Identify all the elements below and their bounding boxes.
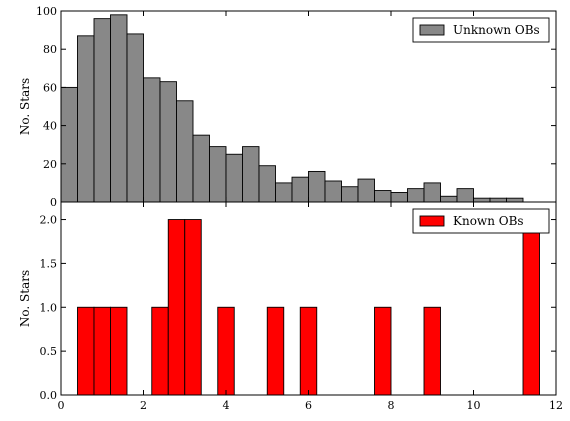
legend: Known OBs bbox=[412, 208, 550, 234]
histogram-bar bbox=[126, 33, 144, 203]
histogram-bar bbox=[506, 197, 524, 203]
y-tick-label: 1.5 bbox=[40, 257, 58, 270]
histogram-bar bbox=[374, 306, 392, 396]
legend-box bbox=[412, 17, 550, 43]
histogram-bar bbox=[522, 219, 540, 396]
y-axis-label: No. Stars bbox=[18, 78, 32, 135]
histogram-bar bbox=[423, 182, 441, 203]
histogram-bar bbox=[423, 306, 441, 396]
y-tick-label: 0.5 bbox=[40, 345, 58, 358]
histogram-bar bbox=[489, 197, 507, 203]
histogram-bar bbox=[308, 170, 326, 203]
histogram-bar bbox=[242, 146, 260, 203]
histogram-bar bbox=[357, 178, 375, 203]
histogram-bar bbox=[299, 306, 318, 396]
top-panel: 0 20 40 60 80 100 No. Stars Unknown OBs bbox=[18, 5, 557, 209]
y-tick-label: 100 bbox=[36, 5, 57, 18]
histogram-bar bbox=[217, 306, 235, 396]
histogram-bar bbox=[151, 306, 169, 396]
histogram-bar bbox=[440, 195, 458, 203]
histogram-bar bbox=[291, 176, 309, 203]
legend-label: Known OBs bbox=[453, 214, 524, 228]
histogram-bar bbox=[184, 219, 202, 396]
histogram-bar bbox=[407, 188, 425, 203]
histogram-bar bbox=[456, 188, 474, 203]
y-tick-label: 0 bbox=[50, 196, 57, 209]
y-tick-label: 60 bbox=[43, 81, 57, 94]
y-tick-label: 40 bbox=[43, 120, 57, 133]
histogram-bar bbox=[93, 306, 111, 396]
y-tick-label: 80 bbox=[43, 43, 57, 56]
x-tick-label: 0 bbox=[58, 399, 65, 412]
histogram-bar bbox=[167, 219, 186, 396]
histogram-bar bbox=[225, 153, 243, 203]
histogram-bar bbox=[324, 180, 342, 203]
legend-swatch bbox=[419, 24, 445, 36]
histogram-bar bbox=[275, 182, 293, 203]
histogram-bar bbox=[341, 186, 359, 203]
x-tick-label: 12 bbox=[549, 399, 563, 412]
histogram-bar bbox=[159, 81, 177, 203]
x-tick-label: 2 bbox=[140, 399, 147, 412]
histogram-bar bbox=[60, 86, 78, 203]
y-axis-label: No. Stars bbox=[18, 270, 32, 327]
histogram-bar bbox=[77, 35, 95, 203]
x-tick-label: 4 bbox=[223, 399, 230, 412]
legend-label: Unknown OBs bbox=[453, 23, 540, 37]
histogram-bar bbox=[110, 14, 128, 203]
histogram-bar bbox=[266, 306, 285, 396]
bottom-panel: 0 2 4 6 8 10 12 0.0 0.5 1.0 1.5 2.0 No. Stars Known O… bbox=[18, 201, 563, 412]
histogram-bar bbox=[93, 18, 111, 203]
histogram-bar bbox=[77, 306, 95, 396]
histogram-bar bbox=[143, 77, 161, 203]
histogram-bar bbox=[209, 146, 227, 203]
histogram-bar bbox=[390, 191, 408, 203]
x-tick-label: 6 bbox=[305, 399, 312, 412]
y-tick-label: 20 bbox=[43, 158, 57, 171]
legend-swatch bbox=[419, 215, 445, 227]
histogram-bar bbox=[110, 306, 128, 396]
histogram-bar bbox=[374, 190, 392, 203]
legend: Unknown OBs bbox=[412, 17, 550, 43]
histogram-bar bbox=[258, 165, 276, 203]
y-tick-label: 2.0 bbox=[40, 214, 58, 227]
x-tick-label: 8 bbox=[388, 399, 395, 412]
histogram-bar bbox=[176, 100, 194, 203]
y-tick-label: 0.0 bbox=[40, 389, 58, 402]
histogram-bar bbox=[192, 134, 210, 203]
y-tick-label: 1.0 bbox=[40, 301, 58, 314]
histogram-bar bbox=[473, 197, 491, 203]
x-tick-label: 10 bbox=[467, 399, 481, 412]
